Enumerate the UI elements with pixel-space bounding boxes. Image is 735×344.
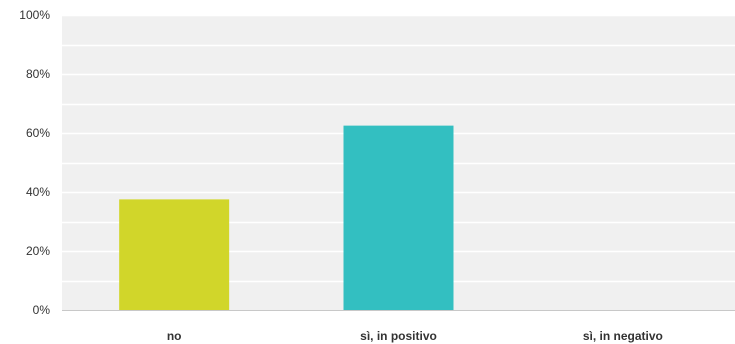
- y-tick-label: 40%: [26, 185, 50, 199]
- y-tick-label: 20%: [26, 244, 50, 258]
- category-label: sì, in positivo: [360, 329, 437, 343]
- category-label: no: [167, 329, 182, 343]
- bars: [119, 125, 454, 310]
- y-tick-label: 60%: [26, 126, 50, 140]
- category-labels: no sì, in positivo sì, in negativo: [167, 329, 663, 343]
- bar: [343, 125, 454, 310]
- bar: [119, 199, 230, 310]
- y-tick-labels: 0% 20% 40% 60% 80% 100%: [19, 8, 50, 317]
- category-label: sì, in negativo: [583, 329, 663, 343]
- y-tick-label: 100%: [19, 8, 50, 22]
- y-tick-label: 0%: [33, 303, 51, 317]
- y-tick-label: 80%: [26, 67, 50, 81]
